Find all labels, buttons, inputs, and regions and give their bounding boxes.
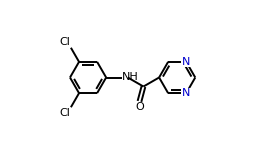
Text: O: O — [135, 102, 144, 112]
Text: N: N — [182, 88, 190, 98]
Text: Cl: Cl — [60, 108, 70, 118]
Text: NH: NH — [122, 73, 139, 82]
Text: N: N — [182, 57, 190, 67]
Text: Cl: Cl — [60, 37, 70, 47]
